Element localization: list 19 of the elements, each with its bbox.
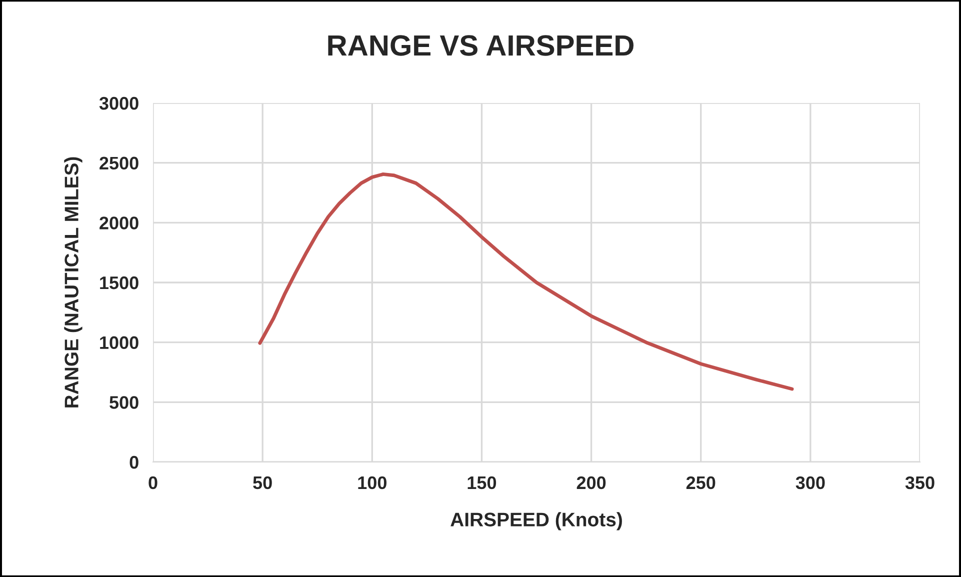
x-tick-label: 350 <box>905 476 934 490</box>
x-tick-label: 200 <box>576 476 606 490</box>
y-tick-label: 2000 <box>100 216 138 230</box>
y-axis-title: RANGE (NAUTICAL MILES) <box>64 157 82 408</box>
x-tick-label: 300 <box>796 476 825 490</box>
y-tick-label: 1500 <box>100 276 138 290</box>
chart-title: RANGE VS AIRSPEED <box>328 35 634 56</box>
x-axis-title: AIRSPEED (Knots) <box>450 512 622 530</box>
x-tick-label: 250 <box>686 476 716 490</box>
x-tick-label: 150 <box>468 476 496 490</box>
line-series <box>258 172 794 391</box>
y-tick-label: 1000 <box>100 336 138 350</box>
y-tick-label: 500 <box>110 396 138 409</box>
x-tick-label: 100 <box>358 476 386 490</box>
y-tick-label: 2500 <box>100 156 138 170</box>
x-tick-label: 50 <box>253 476 272 490</box>
y-tick-label: 0 <box>130 456 138 469</box>
y-tick-label: 3000 <box>99 96 138 110</box>
x-tick-label: 0 <box>148 476 158 490</box>
